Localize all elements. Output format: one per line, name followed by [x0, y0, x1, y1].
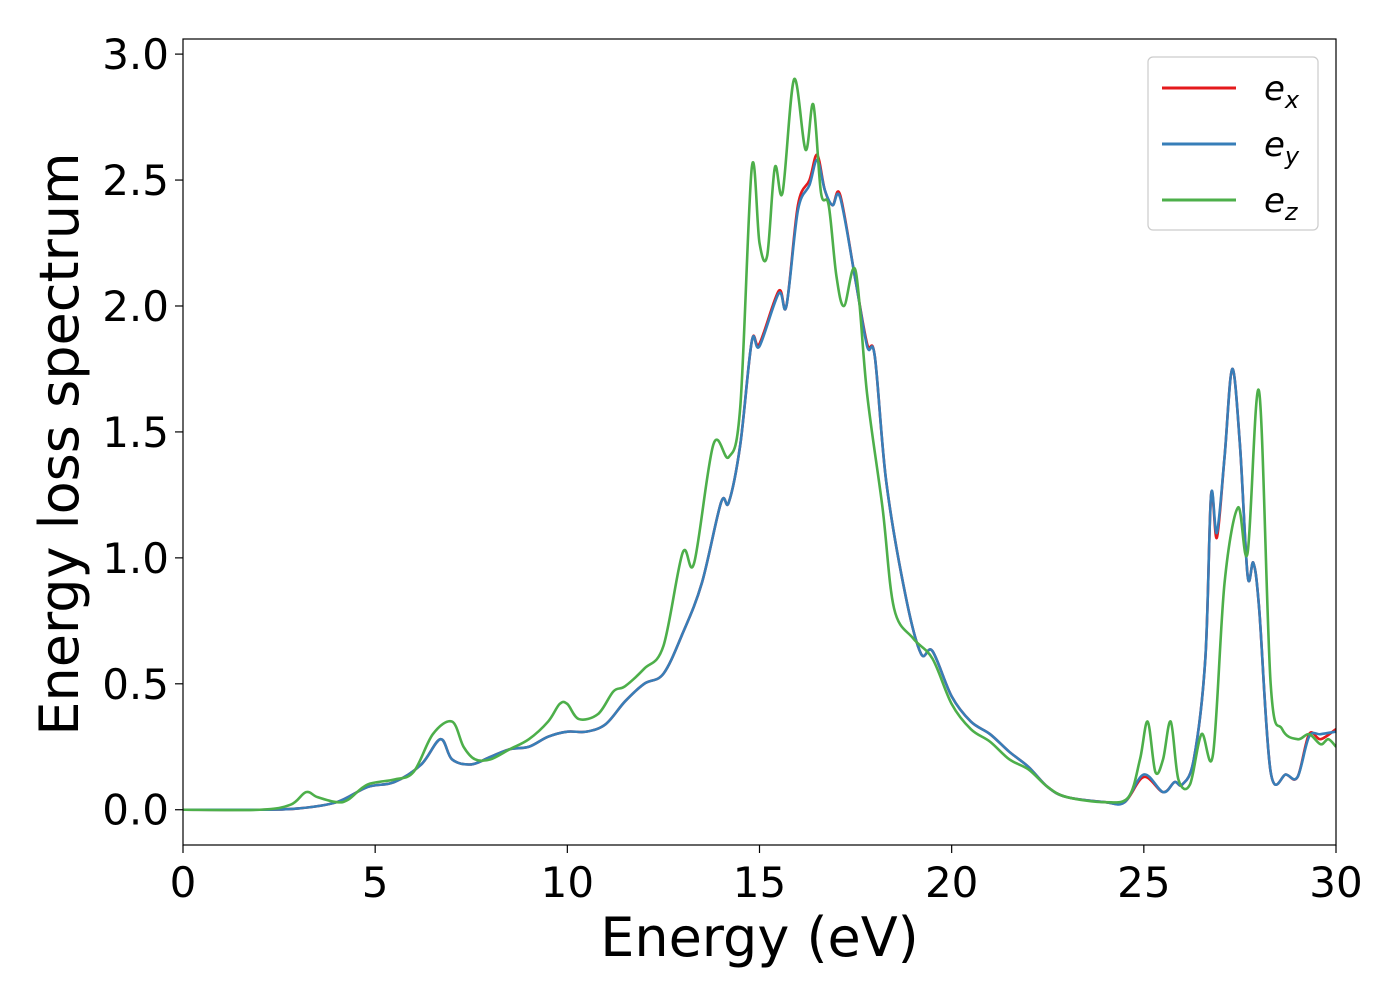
y-tick-label: 1.0 [102, 534, 169, 583]
series-line-y [183, 158, 1336, 812]
x-tick-label: 0 [170, 858, 197, 907]
legend-label-subscript: x [1284, 86, 1300, 114]
legend-label-base: e [1264, 125, 1285, 165]
legend-label-z: ez [1264, 181, 1299, 226]
x-tick-label: 15 [733, 858, 786, 907]
legend-label-subscript: z [1284, 198, 1299, 226]
x-tick-label: 5 [362, 858, 389, 907]
legend-label-x: ex [1264, 69, 1300, 114]
x-axis-ticks: 0 5 10 15 20 25 30 [170, 845, 1363, 907]
legend-label-base: e [1264, 181, 1285, 221]
series-layer [183, 77, 1336, 812]
y-tick-label: 0.5 [102, 660, 169, 709]
y-tick-label: 2.5 [102, 156, 169, 205]
x-axis-title: Energy (eV) [600, 906, 919, 969]
legend-label-base: e [1264, 69, 1285, 109]
legend-label-y: ey [1264, 125, 1300, 170]
x-tick-label: 25 [1117, 858, 1170, 907]
series-line-z [183, 77, 1336, 812]
y-axis-ticks: 0.0 0.5 1.0 1.5 2.0 2.5 3.0 [102, 30, 183, 835]
y-tick-label: 2.0 [102, 282, 169, 331]
legend-label-subscript: y [1284, 142, 1300, 170]
y-tick-label: 3.0 [102, 30, 169, 79]
x-tick-label: 10 [541, 858, 594, 907]
y-tick-label: 0.0 [102, 786, 169, 835]
y-tick-label: 1.5 [102, 408, 169, 457]
x-tick-label: 30 [1309, 858, 1362, 907]
y-axis-title: Energy loss spectrum [28, 152, 91, 735]
x-tick-label: 20 [925, 858, 978, 907]
